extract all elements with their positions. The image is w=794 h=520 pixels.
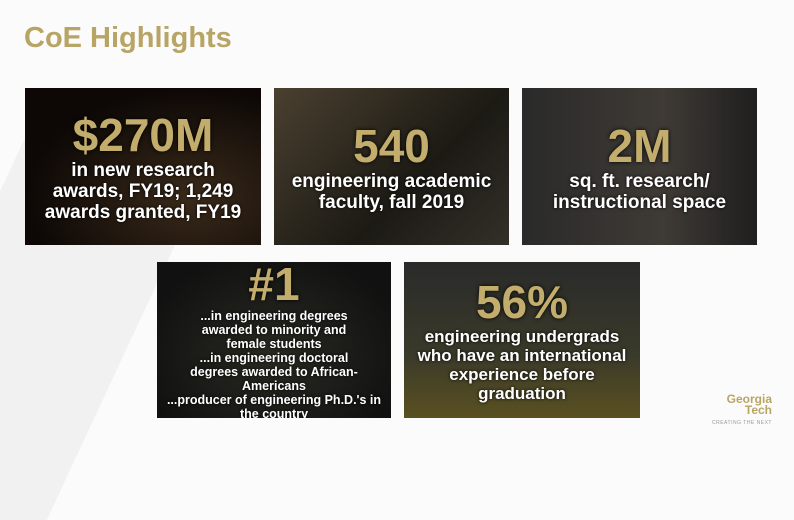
stat-card-ranking: #1 ...in engineering degrees awarded to … (157, 262, 391, 418)
logo-tagline: CREATING THE NEXT (712, 420, 772, 426)
stat-text: sq. ft. research/ instructional space (552, 170, 727, 213)
georgia-tech-logo: Georgia Tech CREATING THE NEXT (712, 392, 772, 429)
stat-value: 2M (607, 119, 672, 172)
stat-line: ...in engineering doctoral degrees award… (190, 351, 358, 393)
logo-line1: Georgia (726, 392, 772, 406)
stat-card-research: $270M in new research awards, FY19; 1,24… (25, 88, 261, 245)
stat-card-international: 56% engineering undergrads who have an i… (404, 262, 640, 418)
stat-line: ...in engineering degrees awarded to min… (200, 309, 348, 351)
stat-line: ...producer of engineering Ph.D.'s in th… (166, 393, 382, 418)
page-title: CoE Highlights (24, 22, 232, 54)
logo-line2: Tech (744, 403, 772, 417)
stat-card-space: 2M sq. ft. research/ instructional space (522, 88, 757, 245)
stat-value: #1 (248, 262, 300, 310)
stat-text: engineering academic faculty, fall 2019 (291, 170, 492, 213)
stat-value: 56% (475, 276, 569, 328)
stat-card-faculty: 540 engineering academic faculty, fall 2… (274, 88, 509, 245)
stat-text: in new research awards, FY19; 1,249 awar… (44, 160, 242, 223)
stat-text: engineering undergrads who have an inter… (417, 327, 627, 403)
stat-value: $270M (72, 109, 214, 161)
stat-value: 540 (353, 119, 430, 172)
